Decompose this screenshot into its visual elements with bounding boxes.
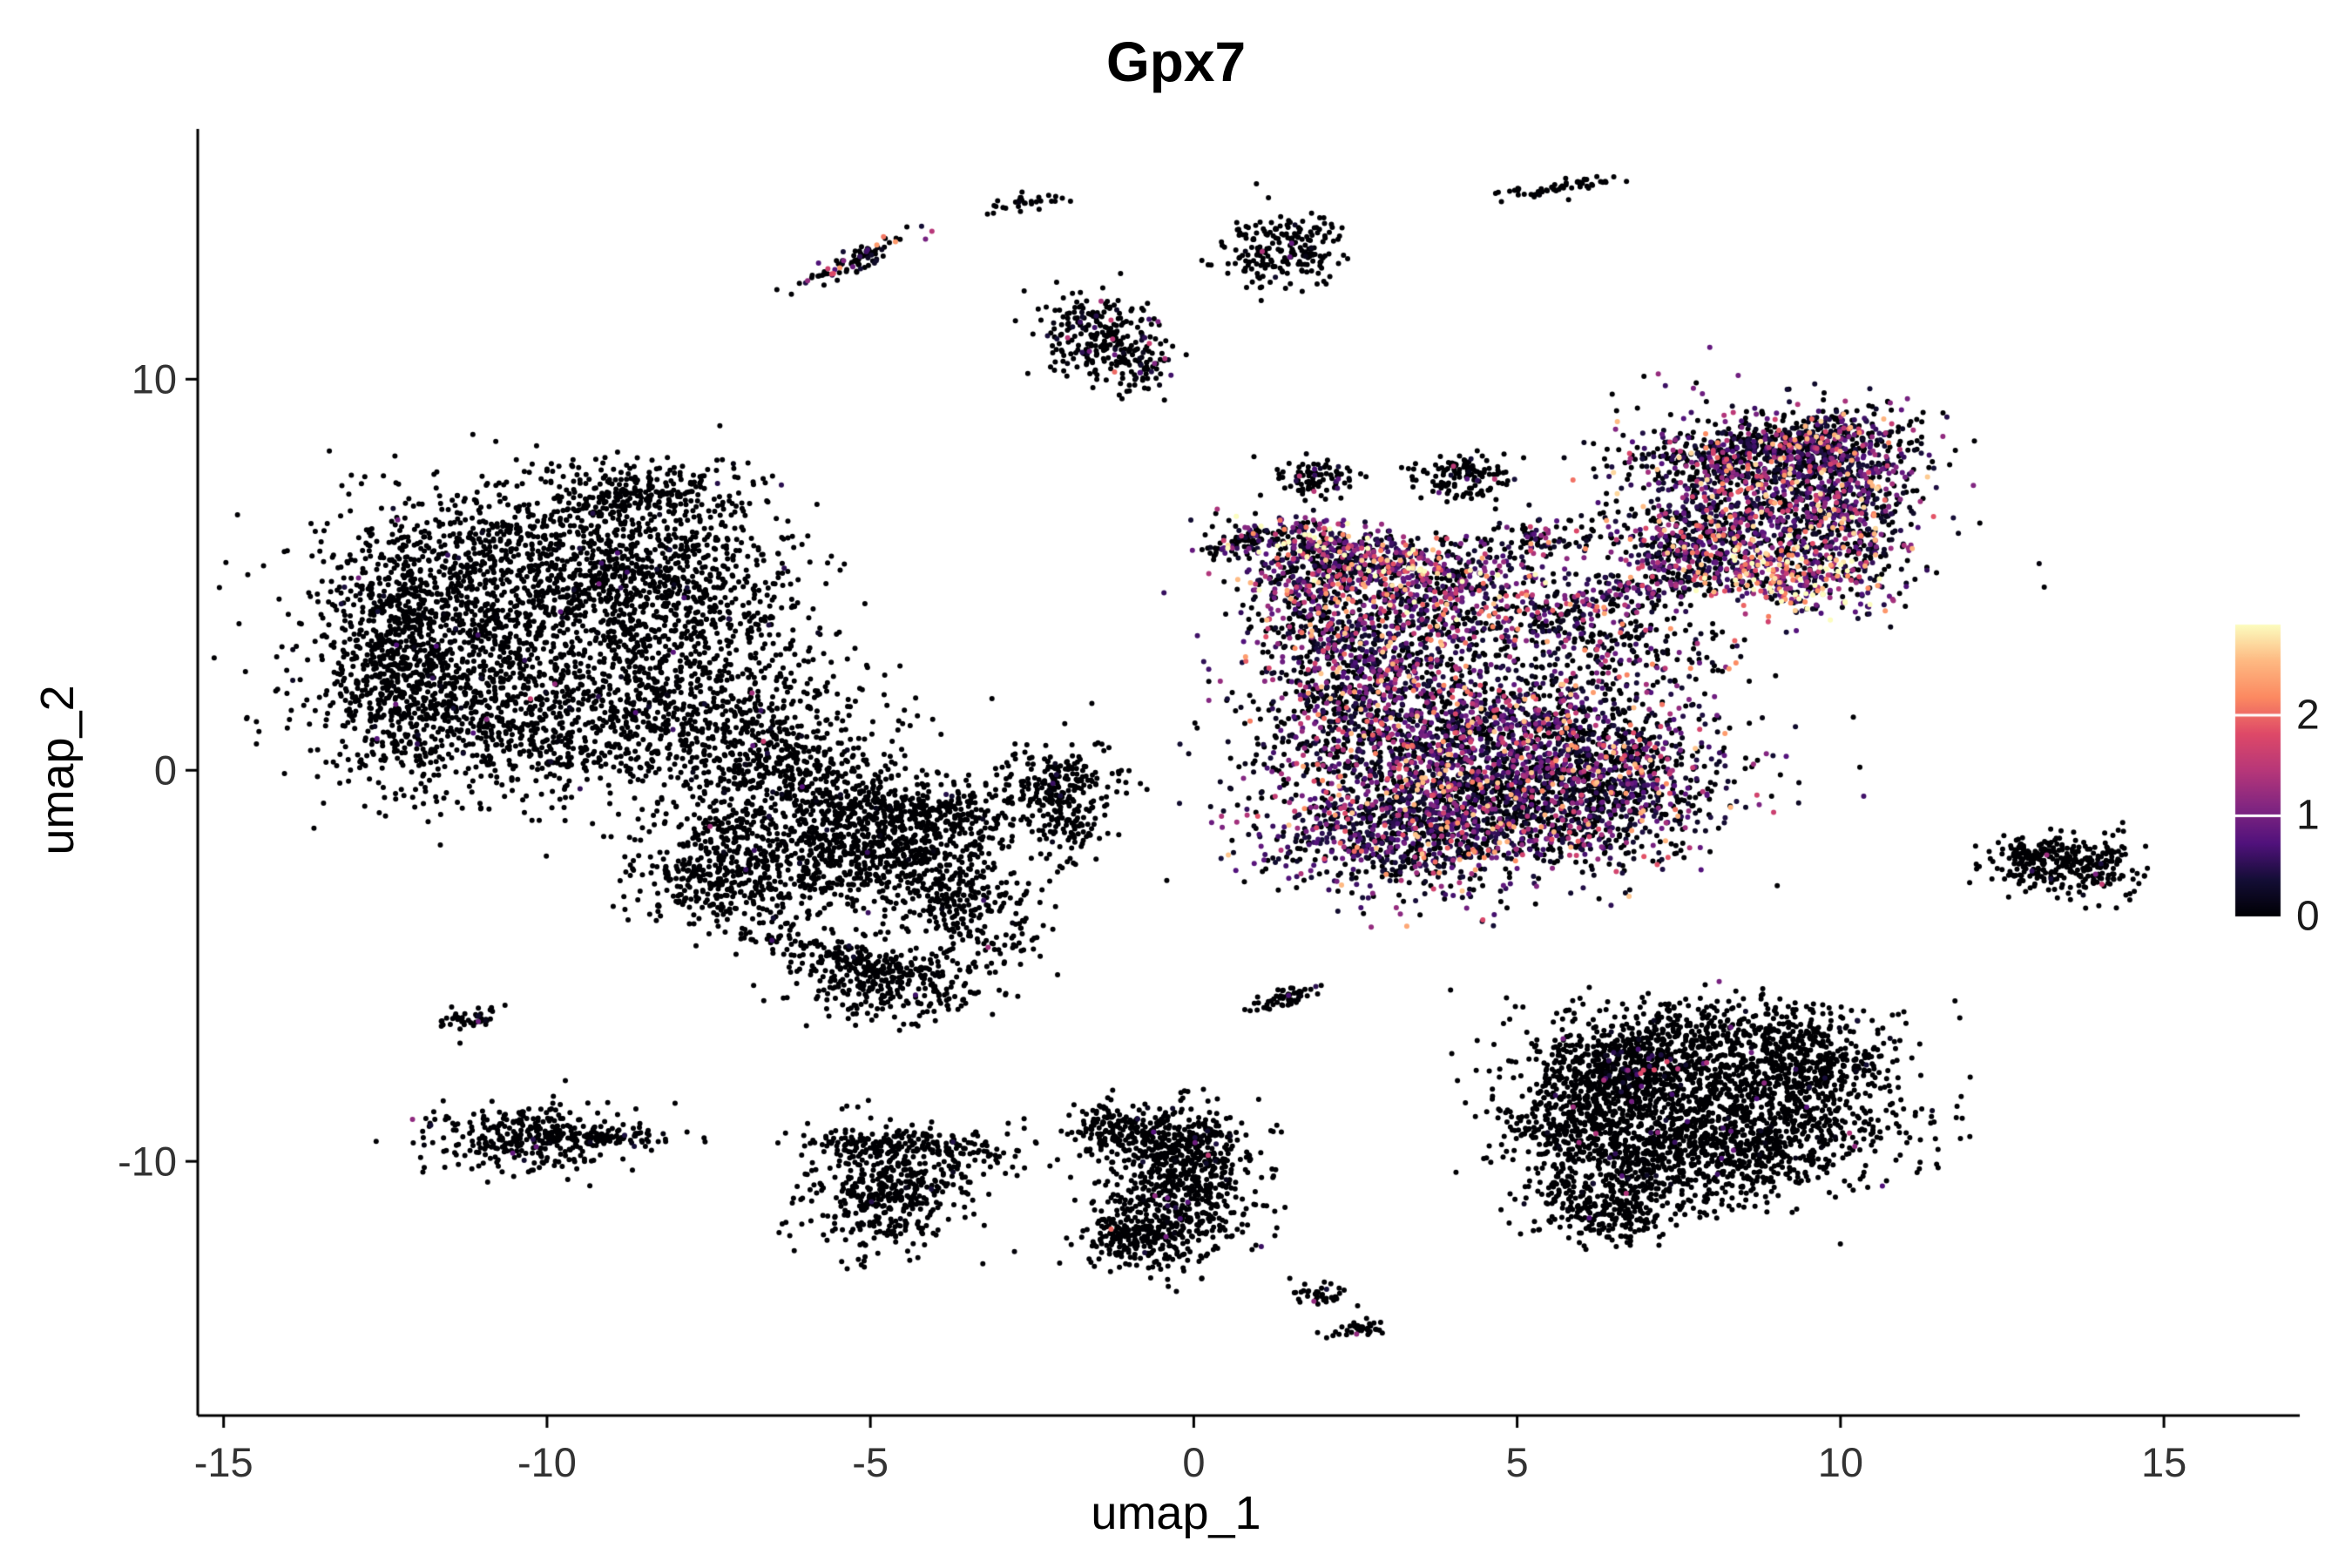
y-tick-label: -10 <box>118 1138 177 1185</box>
y-tick-label: 10 <box>131 355 177 402</box>
x-tick-label: 0 <box>1182 1439 1206 1485</box>
y-tick-label: 0 <box>153 747 177 794</box>
x-tick-label: -5 <box>852 1439 889 1485</box>
legend-tick-label: 2 <box>2296 692 2320 739</box>
legend-tick-label: 0 <box>2296 893 2320 940</box>
y-axis-label: umap_2 <box>31 685 84 855</box>
legend-tick-label: 1 <box>2296 792 2320 839</box>
x-tick-label: 10 <box>1817 1439 1863 1485</box>
x-axis-label: umap_1 <box>1091 1487 1261 1539</box>
x-tick-label: 15 <box>2140 1439 2187 1485</box>
x-tick-label: 5 <box>1505 1439 1529 1485</box>
x-tick-label: -15 <box>193 1439 253 1485</box>
chart-title: Gpx7 <box>1105 30 1247 93</box>
x-tick-label: -10 <box>517 1439 577 1485</box>
